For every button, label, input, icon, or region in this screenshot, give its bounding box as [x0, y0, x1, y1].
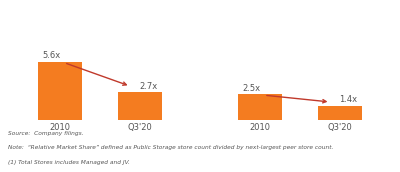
Text: Public Storage Relative Market Share Over Time: Public Storage Relative Market Share Ove…: [67, 7, 333, 17]
Text: 2.5x: 2.5x: [242, 84, 260, 93]
Text: (1) Total Stores includes Managed and JV.: (1) Total Stores includes Managed and JV…: [8, 160, 130, 165]
Text: 2.7x: 2.7x: [139, 82, 158, 91]
Bar: [238, 94, 282, 120]
Bar: [118, 92, 162, 120]
Text: Total Stores¹: Total Stores¹: [272, 29, 328, 38]
Text: Note:  “Relative Market Share” defined as Public Storage store count divided by : Note: “Relative Market Share” defined as…: [8, 145, 333, 150]
Text: 1.4x: 1.4x: [340, 95, 358, 104]
Text: 5.6x: 5.6x: [42, 51, 61, 60]
Bar: [38, 62, 82, 120]
Bar: [318, 106, 362, 120]
Text: Owned Stores: Owned Stores: [68, 29, 131, 38]
Text: Source:  Company filings.: Source: Company filings.: [8, 131, 84, 136]
